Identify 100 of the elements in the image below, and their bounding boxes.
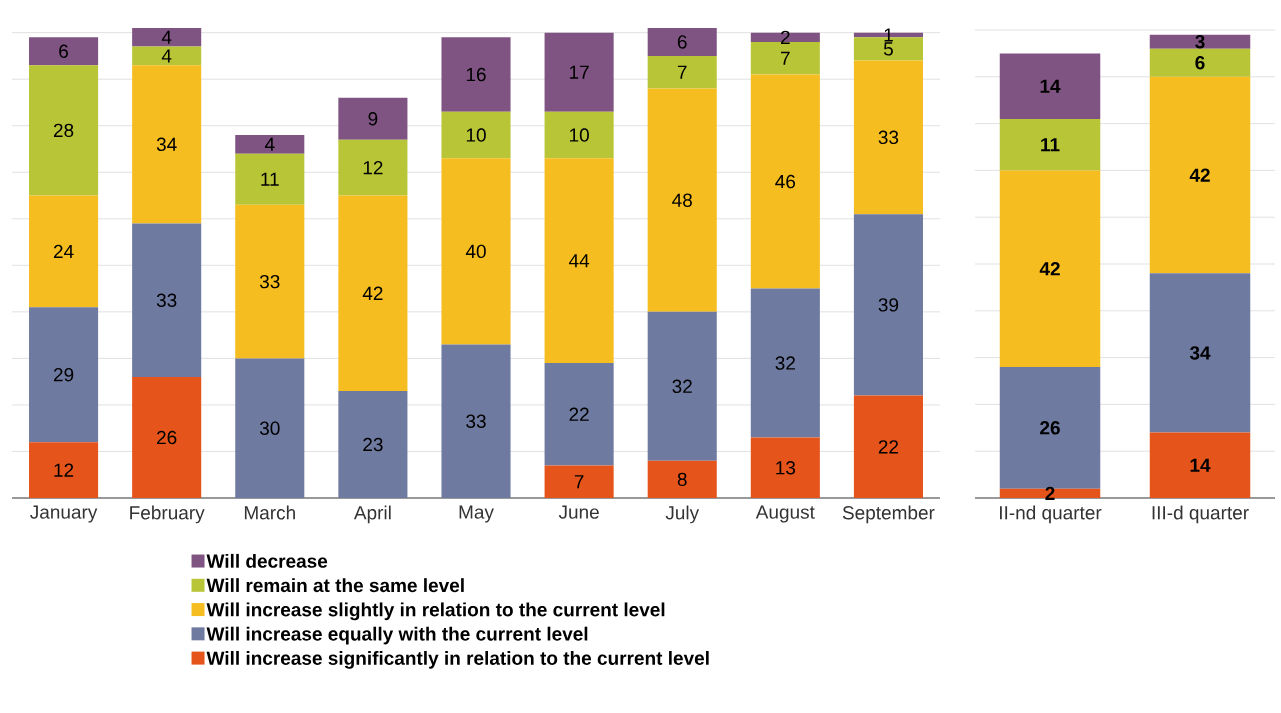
bar xyxy=(441,158,511,345)
bar xyxy=(1149,273,1251,433)
bar xyxy=(544,158,614,364)
legend-label: Will increase equally with the current level xyxy=(206,626,588,645)
bar xyxy=(750,74,820,289)
data-label: 42 xyxy=(362,286,383,300)
bar xyxy=(750,288,820,438)
x-tick-label: July xyxy=(665,505,700,524)
bar xyxy=(235,153,305,205)
legend-label: Will decrease xyxy=(206,553,328,568)
bar xyxy=(647,88,717,312)
bar xyxy=(338,139,408,196)
data-label: 23 xyxy=(363,437,383,452)
bar xyxy=(1149,432,1251,498)
data-label: 34 xyxy=(1189,346,1211,360)
data-label: 44 xyxy=(568,254,590,268)
data-label: 40 xyxy=(465,244,486,259)
data-label: 30 xyxy=(259,421,280,435)
data-label: 16 xyxy=(466,67,486,82)
data-label: 6 xyxy=(1195,56,1205,70)
x-tick-label: May xyxy=(459,505,494,523)
bar xyxy=(853,214,923,396)
bar xyxy=(338,390,408,498)
data-label: 13 xyxy=(776,461,796,475)
bar xyxy=(132,223,202,378)
legend-label: Will increase slightly in relation to the current level xyxy=(206,602,665,621)
x-tick-label: February xyxy=(130,505,205,524)
bar xyxy=(999,488,1101,498)
x-tick-label: April xyxy=(353,505,391,524)
bar xyxy=(29,37,99,66)
data-label: 42 xyxy=(1039,262,1060,276)
data-label: 22 xyxy=(878,440,899,454)
data-label: 33 xyxy=(259,274,280,289)
bar xyxy=(441,344,511,498)
data-label: 26 xyxy=(1040,421,1060,435)
data-label: 14 xyxy=(1190,458,1211,472)
bar xyxy=(1149,34,1251,49)
data-label: 48 xyxy=(672,193,692,207)
data-label: 12 xyxy=(54,463,74,477)
data-label: 28 xyxy=(53,123,74,138)
data-label: 2 xyxy=(781,30,790,44)
data-label: 5 xyxy=(883,42,893,56)
data-label: 32 xyxy=(672,379,692,394)
data-label: 9 xyxy=(368,112,378,126)
data-label: 26 xyxy=(157,430,177,445)
data-label: 46 xyxy=(775,174,796,189)
bar xyxy=(647,55,717,89)
data-label: 4 xyxy=(161,49,172,63)
data-label: 12 xyxy=(363,160,383,175)
legend-label: Will increase significantly in relation to the current level xyxy=(206,650,709,669)
data-label: 29 xyxy=(53,367,74,382)
data-label: 24 xyxy=(53,244,74,258)
data-label: 2 xyxy=(1045,486,1055,500)
x-tick-label: II-nd quarter xyxy=(1000,505,1102,524)
bar xyxy=(999,118,1101,171)
data-label: 10 xyxy=(466,128,486,142)
data-label: 3 xyxy=(1195,34,1205,49)
bar xyxy=(750,32,820,42)
data-label: 42 xyxy=(1189,168,1210,182)
data-label: 34 xyxy=(156,137,177,152)
bar xyxy=(29,65,99,196)
bar xyxy=(441,37,511,112)
data-label: 14 xyxy=(1040,79,1061,93)
data-label: 33 xyxy=(466,414,486,428)
bar xyxy=(29,195,99,308)
bar xyxy=(338,195,408,391)
bar xyxy=(544,465,614,498)
data-label: 7 xyxy=(781,51,790,65)
bar xyxy=(647,28,717,56)
bar xyxy=(132,28,202,47)
data-label: 6 xyxy=(59,44,68,58)
data-label: 11 xyxy=(261,172,279,186)
x-tick-label: III-d quarter xyxy=(1152,505,1249,524)
bar xyxy=(338,97,408,140)
bar xyxy=(750,437,820,498)
bar xyxy=(235,358,305,498)
data-label: 7 xyxy=(677,65,687,79)
x-tick-label: June xyxy=(558,505,599,519)
bar xyxy=(235,135,305,154)
data-label: 10 xyxy=(569,128,589,142)
legend-label: Will remain at the same level xyxy=(206,578,464,593)
data-label: 7 xyxy=(574,475,584,489)
bar xyxy=(544,363,614,466)
bar xyxy=(132,46,202,66)
bar xyxy=(544,111,614,159)
data-label: 33 xyxy=(878,130,899,145)
bar xyxy=(132,65,202,224)
bar xyxy=(132,377,202,498)
bar xyxy=(29,307,99,443)
data-label: 4 xyxy=(161,30,172,44)
bar xyxy=(853,60,923,215)
bar xyxy=(999,170,1101,367)
bar xyxy=(853,395,923,498)
bar xyxy=(29,442,99,498)
bar xyxy=(999,53,1101,119)
x-tick-label: August xyxy=(755,505,815,523)
bar xyxy=(647,311,717,461)
bar xyxy=(1149,48,1251,77)
x-tick-label: January xyxy=(30,505,98,523)
data-label: 4 xyxy=(264,137,275,151)
